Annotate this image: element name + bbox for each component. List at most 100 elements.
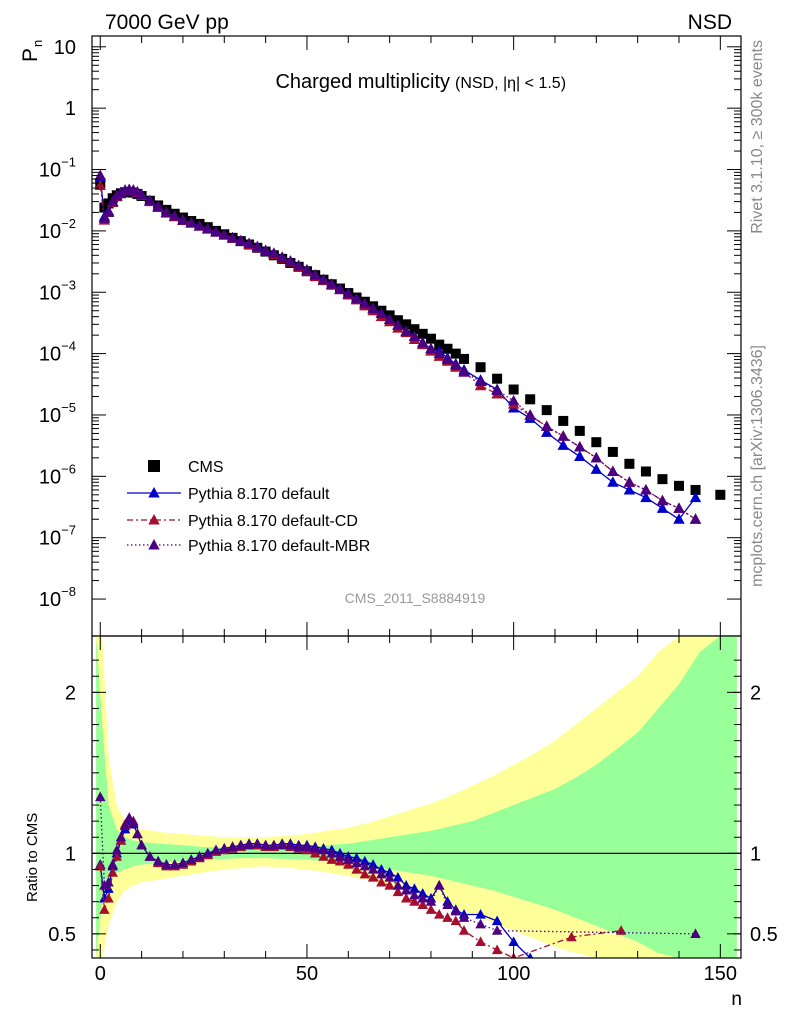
y-tick-label-exponent: −8: [61, 584, 76, 599]
data-point: [168, 209, 181, 221]
ratio-point: [309, 847, 321, 858]
ratio-point: [301, 841, 313, 852]
data-point: [160, 206, 173, 217]
data-point: [425, 333, 436, 344]
data-point: [106, 195, 119, 207]
data-point: [375, 307, 388, 319]
data-point: [434, 339, 445, 350]
data-point: [541, 420, 553, 431]
ratio-point: [107, 859, 118, 869]
y-tick-label: 10−1: [39, 155, 76, 182]
data-point: [367, 302, 379, 314]
legend-label: Pythia 8.170 default-MBR: [188, 538, 370, 555]
ratio-y-tick-label-right: 1: [750, 843, 761, 865]
y-tick-label: 10−6: [39, 461, 76, 488]
data-point: [442, 343, 453, 354]
ratio-point: [475, 909, 486, 919]
ratio-point: [417, 892, 428, 903]
data-point: [276, 251, 288, 262]
legend-label: Pythia 8.170 default-CD: [188, 513, 358, 530]
ratio-point: [417, 888, 428, 898]
ratio-point: [95, 860, 106, 871]
data-point: [408, 330, 421, 342]
data-point: [268, 247, 280, 258]
header-energy-label: 7000 GeV pp: [105, 11, 229, 34]
data-point: [433, 347, 445, 359]
ratio-point: [392, 872, 404, 882]
ratio-point: [103, 892, 114, 903]
ratio-point: [351, 863, 362, 874]
data-point: [458, 366, 470, 377]
ratio-point: [136, 839, 147, 850]
ratio-point: [359, 860, 371, 871]
data-point: [259, 244, 272, 255]
data-point: [401, 319, 412, 330]
data-point: [144, 194, 156, 206]
legend-label: Pythia 8.170 default: [188, 486, 330, 503]
data-point: [524, 408, 536, 420]
data-point: [425, 342, 437, 354]
y-axis-label: P n: [19, 40, 45, 62]
rivet-version-label: Rivet 3.1.10, ≥ 300k events: [749, 40, 766, 234]
ratio-point: [351, 852, 362, 863]
data-point: [301, 264, 313, 275]
main-axes: 10 1 10−1 10−2 10−3 10−4 10−5 10−6 10−7 10−8: [39, 36, 741, 636]
y-tick-label-exponent: −1: [61, 155, 76, 170]
data-point: [475, 362, 486, 373]
ratio-point: [615, 925, 627, 935]
ratio-point: [475, 936, 486, 947]
ratio-point: [132, 828, 143, 839]
data-point: [350, 292, 363, 304]
data-point: [450, 359, 462, 370]
data-point: [243, 237, 255, 249]
ratio-point: [425, 904, 437, 914]
data-point: [342, 287, 354, 299]
ratio-point: [343, 859, 354, 869]
x-tick-label: 100: [497, 963, 530, 985]
ratio-point: [161, 859, 172, 869]
ratio-axis-label: Ratio to CMS: [24, 813, 41, 902]
y-tick-label: 10−4: [39, 339, 76, 366]
data-point: [640, 466, 651, 477]
data-point: [640, 483, 652, 495]
y-tick-label: 10−8: [39, 584, 76, 611]
data-point: [193, 220, 206, 231]
data-point: [491, 384, 503, 396]
legend-marker: [148, 487, 160, 498]
y-tick-label-exponent: −7: [61, 523, 76, 538]
data-point: [624, 458, 635, 469]
main-plot-data: [94, 169, 726, 524]
ratio-point: [202, 847, 213, 858]
ratio-point: [351, 857, 362, 868]
data-point: [383, 313, 396, 324]
ratio-axes: 0.5 0.5 1 1 2 2 0 50 100 150: [48, 636, 778, 985]
data-point: [94, 179, 106, 190]
data-point: [507, 394, 520, 406]
ratio-point: [334, 855, 346, 866]
data-point: [94, 169, 106, 180]
y-tick-label-exponent: −4: [61, 339, 76, 354]
data-point: [590, 451, 603, 463]
data-point: [558, 415, 569, 426]
ratio-point: [359, 855, 371, 866]
ratio-series-2: [95, 791, 701, 938]
data-point: [218, 228, 230, 240]
ratio-point: [376, 876, 387, 887]
ratio-point: [434, 909, 445, 919]
ratio-point: [260, 839, 271, 850]
plot-subtitle: (NSD, |η| < 1.5): [455, 75, 566, 92]
ratio-point: [169, 859, 180, 869]
ratio-y-tick-label: 0.5: [48, 924, 76, 946]
data-point: [392, 319, 404, 330]
ratio-point: [491, 915, 503, 926]
ratio-point: [400, 880, 412, 890]
data-point: [152, 200, 164, 211]
ratio-point: [566, 931, 577, 942]
ratio-point: [318, 844, 329, 855]
ratio-point: [235, 839, 247, 850]
data-point: [474, 375, 487, 387]
ratio-point: [326, 854, 337, 864]
ratio-point: [276, 839, 288, 850]
ratio-point: [99, 904, 110, 914]
legend-label: CMS: [188, 459, 224, 476]
